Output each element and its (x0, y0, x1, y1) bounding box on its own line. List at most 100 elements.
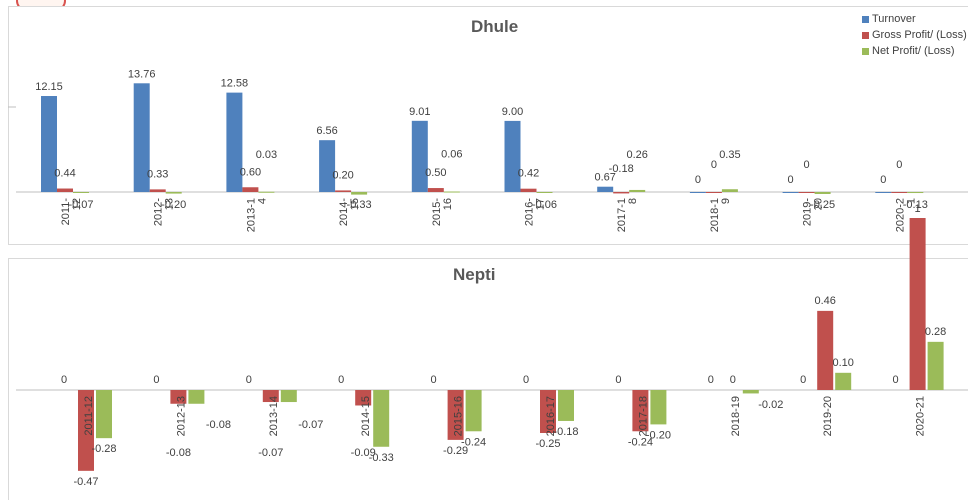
nepti-data-label-series-1: 0 (246, 374, 252, 386)
nepti-data-label-gross-profit: -0.07 (258, 447, 283, 459)
dhule-bar-turnover (41, 96, 57, 192)
nepti-bar-net-profit (465, 390, 482, 432)
dhule-x-tick-label-line: 2018-1 (709, 198, 721, 232)
nepti-data-label-series-1: 0 (153, 374, 159, 386)
nepti-bar-net-profit (927, 341, 944, 390)
dhule-x-tick-label: 2018-19 (709, 198, 732, 232)
dhule-x-tick-label-line: 2020-2 (894, 198, 906, 232)
dhule-data-label-net-profit: -0.13 (903, 199, 928, 211)
dhule-data-label-net-profit: 0.35 (719, 149, 740, 161)
nepti-bar-gross-profit (262, 390, 279, 403)
nepti-data-label-series-1: 0 (708, 374, 714, 386)
nepti-data-label-gross-profit: 0 (730, 374, 736, 386)
nepti-bar-net-profit (280, 390, 297, 403)
dhule-x-tick-label-line: 8 (627, 198, 639, 204)
nepti-data-label-net-profit: -0.20 (646, 429, 671, 441)
dhule-x-tick-label-line: 2014- (338, 198, 350, 226)
dhule-data-label-turnover: 6.56 (316, 125, 337, 137)
nepti-data-label-net-profit: -0.18 (553, 426, 578, 438)
dhule-bar-net-profit (814, 192, 831, 194)
nepti-data-label-gross-profit: -0.09 (351, 447, 376, 459)
dhule-data-label-net-profit: 0.26 (626, 149, 647, 161)
dhule-x-tick-label-line: 4 (256, 198, 268, 204)
dhule-x-tick-label: 2017-18 (616, 198, 639, 232)
nepti-data-label-net-profit: 0.28 (925, 326, 946, 338)
dhule-bar-turnover (504, 120, 521, 192)
nepti-bar-gross-profit (447, 390, 464, 440)
nepti-data-label-net-profit: -0.02 (758, 399, 783, 411)
dhule-data-label-turnover: 0.67 (594, 172, 615, 184)
dhule-bar-turnover (226, 92, 243, 192)
nepti-bar-net-profit (835, 372, 852, 390)
dhule-bar-gross-profit (57, 188, 73, 192)
dhule-x-tick-label-line: 15 (349, 198, 361, 210)
dhule-x-tick-label: 2011-12 (60, 198, 83, 226)
nepti-bar-net-profit (373, 390, 390, 447)
legend-item-gross-profit: Gross Profit/ (Loss) (862, 27, 967, 43)
nepti-x-tick-label: 2015-16 (453, 396, 465, 436)
nepti-bar-net-profit (558, 390, 574, 421)
dhule-x-tick-label-line: 12 (71, 198, 83, 210)
dhule-x-tick-label-line: 2012- (153, 198, 165, 226)
nepti-bar-gross-profit (909, 218, 926, 390)
nepti-x-tick-label: 2019-20 (822, 396, 834, 436)
dhule-bar-gross-profit (242, 187, 259, 192)
dhule-data-label-turnover: 9.01 (409, 106, 430, 118)
legend-item-turnover: Turnover (862, 11, 967, 27)
nepti-chart-title: Nepti (453, 265, 496, 284)
dhule-data-label-turnover: 9.00 (502, 106, 523, 118)
dhule-x-tick-label: 2012-13 (153, 198, 176, 226)
dhule-data-label-net-profit: -0.25 (810, 199, 835, 211)
nepti-data-label-net-profit: -0.24 (461, 436, 486, 448)
dhule-x-tick-label-line: 2011- (60, 198, 72, 226)
dhule-data-label-gross-profit: 0 (711, 159, 717, 171)
dhule-data-label-gross-profit: 0 (804, 159, 810, 171)
dhule-x-tick-label-line: 2017-1 (616, 198, 628, 232)
dhule-x-tick-label-line: 17 (535, 198, 547, 210)
dhule-data-label-net-profit: 0.06 (441, 149, 462, 161)
dhule-bar-gross-profit (891, 192, 908, 193)
dhule-x-tick-label: 2019-20 (802, 198, 825, 226)
nepti-data-label-gross-profit: -0.47 (73, 476, 98, 488)
nepti-data-label-gross-profit: 1 (915, 203, 921, 215)
dhule-data-label-gross-profit: -0.18 (609, 163, 634, 175)
dhule-bar-net-profit (721, 189, 738, 192)
dhule-bar-net-profit (629, 189, 646, 192)
nepti-data-label-series-1: 0 (338, 374, 344, 386)
dhule-bar-net-profit (165, 192, 182, 194)
nepti-x-tick-label: 2016-17 (545, 396, 557, 436)
nepti-x-tick-label: 2014-15 (360, 396, 372, 436)
dhule-data-label-net-profit: 0.03 (256, 149, 277, 161)
dhule-chart-panel: Dhule Turnover Gross Profit/ (Loss) Net … (8, 6, 968, 245)
dhule-bar-turnover (411, 120, 428, 192)
dhule-bar-net-profit (73, 192, 89, 193)
dhule-x-tick-label-line: 16 (442, 198, 454, 210)
dhule-data-label-turnover: 12.58 (221, 78, 249, 90)
nepti-data-label-gross-profit: 0.46 (814, 295, 835, 307)
dhule-bar-net-profit (443, 191, 460, 193)
dhule-x-tick-label-line: 13 (164, 198, 176, 210)
nepti-data-label-series-1: 0 (61, 374, 67, 386)
nepti-x-tick-label: 2020-21 (915, 396, 927, 436)
legend-label-turnover: Turnover (872, 13, 916, 25)
nepti-bar-gross-profit (632, 390, 649, 432)
dhule-data-label-turnover: 0 (880, 174, 886, 186)
nepti-bar-gross-profit (355, 390, 372, 406)
nepti-data-label-net-profit: -0.07 (298, 419, 323, 431)
dhule-data-label-net-profit: -0.33 (347, 199, 372, 211)
legend-swatch-net-profit (862, 47, 869, 55)
nepti-data-label-gross-profit: -0.29 (443, 445, 468, 457)
nepti-bar-gross-profit (170, 390, 187, 404)
dhule-data-label-gross-profit: 0.44 (54, 168, 75, 180)
nepti-x-tick-label: 2018-19 (730, 396, 742, 436)
dhule-bar-gross-profit (798, 192, 815, 193)
nepti-bar-net-profit (96, 390, 112, 439)
dhule-bar-turnover (133, 83, 150, 192)
dhule-bar-net-profit (258, 191, 275, 193)
dhule-bar-net-profit (351, 192, 368, 195)
dhule-x-tick-label-line: 2015- (431, 198, 443, 226)
nepti-data-label-net-profit: -0.33 (369, 452, 394, 464)
nepti-x-tick-label: 2012-13 (175, 396, 187, 436)
dhule-bar-gross-profit (705, 192, 722, 193)
